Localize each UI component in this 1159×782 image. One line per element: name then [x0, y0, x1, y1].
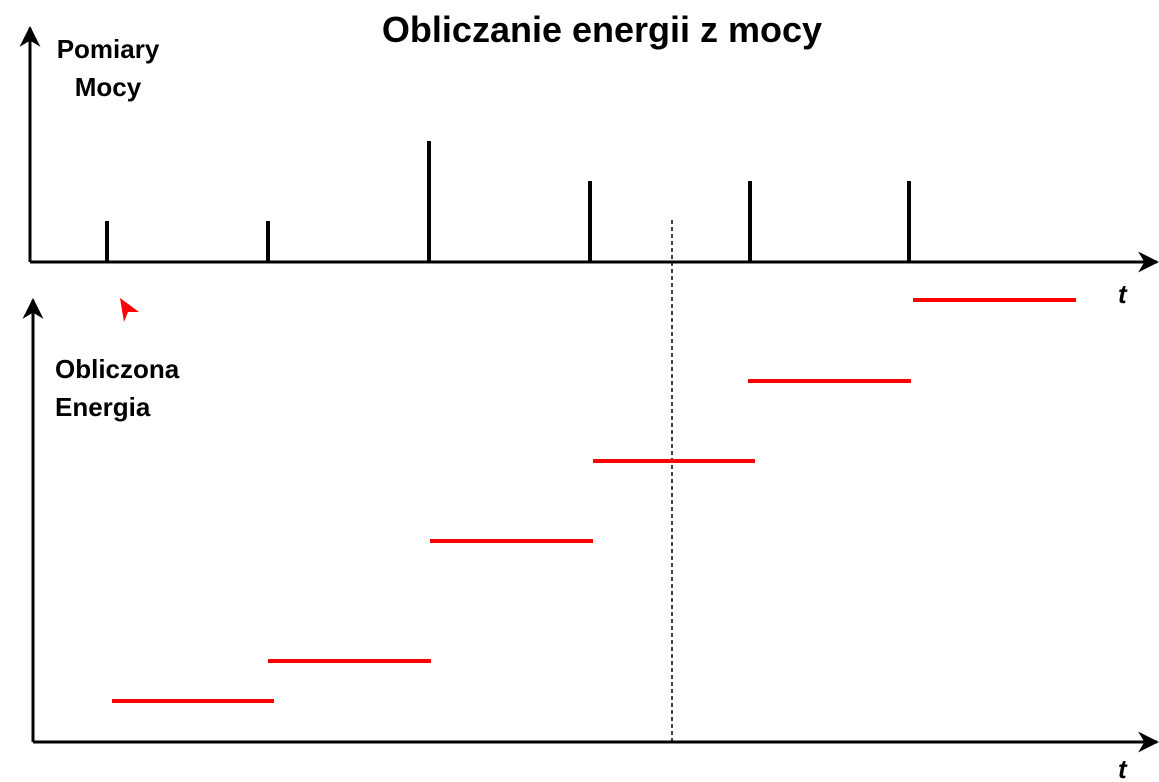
bottom-y-label: Obliczona: [55, 354, 180, 384]
energy-steps: [112, 298, 1076, 703]
power-spikes: [105, 141, 911, 262]
top-axes: [19, 25, 1159, 273]
bottom-y-label: Energia: [55, 392, 151, 422]
bottom-axes: [22, 297, 1159, 753]
bottom-x-label: t: [1118, 754, 1128, 782]
cursor: [120, 298, 139, 322]
top-x-label: t: [1118, 279, 1128, 309]
top-y-label: Mocy: [75, 72, 142, 102]
top-y-label: Pomiary: [57, 34, 160, 64]
title: Obliczanie energii z mocy: [382, 9, 822, 50]
